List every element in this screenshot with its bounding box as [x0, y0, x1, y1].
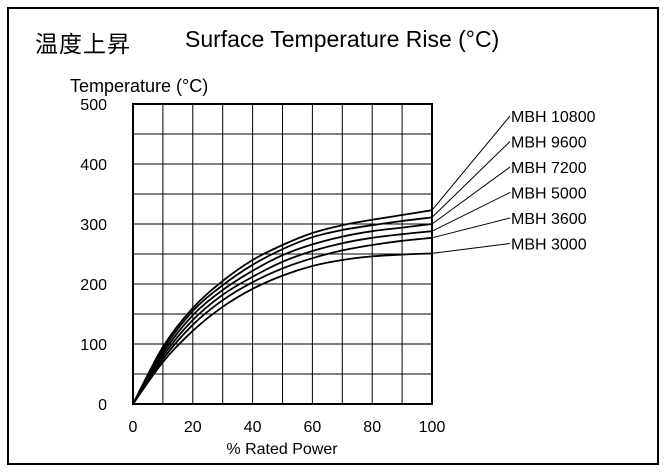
- legend-entry: MBH 3000: [511, 237, 587, 254]
- series-line-mbh-7200: [132, 223, 433, 405]
- x-tick-label: 0: [129, 419, 138, 436]
- y-tick-label: 0: [98, 397, 107, 414]
- chart-grid: [133, 104, 432, 404]
- y-tick-label: 300: [80, 217, 107, 234]
- y-tick-labels: 0 100 200 300 400 500: [80, 97, 107, 414]
- series-line-mbh-10800: [132, 209, 433, 405]
- series-line-mbh-9600: [132, 216, 433, 405]
- x-axis-label: % Rated Power: [226, 441, 338, 458]
- y-tick-label: 200: [80, 277, 107, 294]
- legend-entry: MBH 3600: [511, 211, 587, 228]
- legend-leader-line: [431, 141, 511, 218]
- chart-frame: 温度上昇 Surface Temperature Rise (°C): [7, 7, 659, 465]
- legend-leader-line: [431, 166, 511, 225]
- x-tick-label: 80: [363, 419, 381, 436]
- y-tick-label: 400: [80, 157, 107, 174]
- legend-entry: MBH 9600: [511, 135, 587, 152]
- chart-title-japanese: 温度上昇: [35, 32, 131, 58]
- x-tick-label: 100: [419, 419, 446, 436]
- chart-title: Surface Temperature Rise (°C): [185, 26, 500, 52]
- x-tick-label: 60: [304, 419, 322, 436]
- legend-leader-line: [431, 192, 511, 232]
- series-lines: [132, 209, 433, 405]
- legend-leader-lines: [431, 115, 511, 254]
- y-tick-label: 500: [80, 97, 107, 114]
- y-tick-label: 100: [80, 337, 107, 354]
- x-tick-label: 20: [184, 419, 202, 436]
- x-tick-labels: 0 20 40 60 80 100: [129, 419, 446, 436]
- legend-leader-line: [431, 243, 511, 254]
- legend-leader-line: [431, 115, 511, 211]
- series-line-mbh-5000: [132, 230, 433, 405]
- series-line-mbh-3000: [132, 252, 433, 405]
- legend-entry: MBH 10800: [511, 109, 596, 126]
- legend-entry: MBH 5000: [511, 186, 587, 203]
- legend-entry: MBH 7200: [511, 160, 587, 177]
- legend: MBH 10800 MBH 9600 MBH 7200 MBH 5000 MBH 360…: [511, 109, 596, 254]
- x-tick-label: 40: [244, 419, 262, 436]
- y-axis-label: Temperature (°C): [70, 76, 208, 96]
- legend-leader-line: [431, 217, 511, 239]
- series-line-mbh-3600: [132, 236, 433, 405]
